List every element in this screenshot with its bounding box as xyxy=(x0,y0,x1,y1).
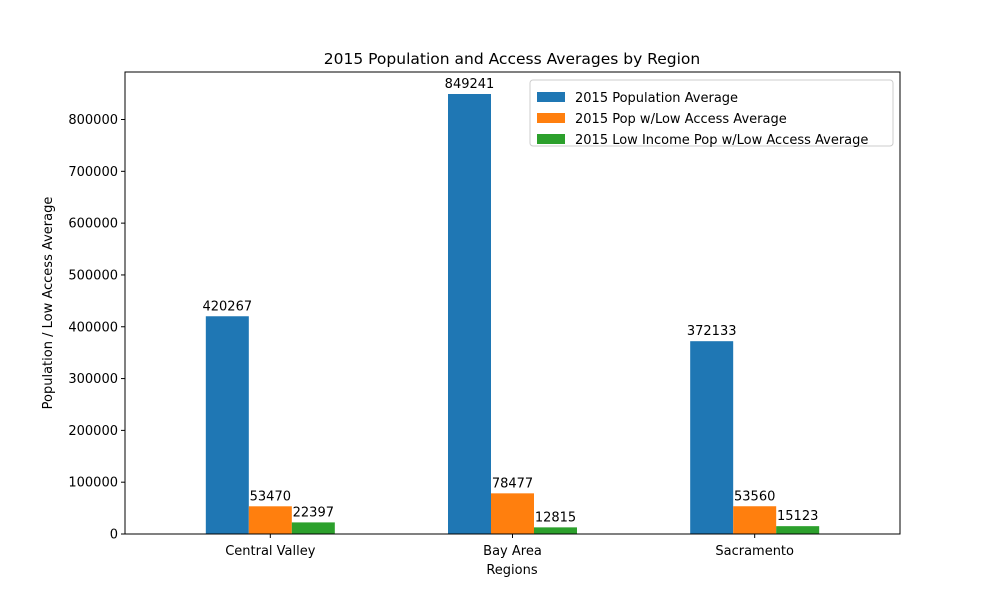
x-tick-label: Central Valley xyxy=(225,544,316,559)
legend-frame xyxy=(529,79,894,147)
bar-value-label: 22397 xyxy=(293,505,334,520)
x-axis-label: Regions xyxy=(486,563,538,578)
bar-value-label: 53470 xyxy=(250,489,291,504)
bar xyxy=(448,93,491,535)
legend-label: 2015 Population Average xyxy=(575,91,738,106)
bar xyxy=(690,341,734,534)
y-tick-label: 200000 xyxy=(68,424,118,439)
legend-label: 2015 Low Income Pop w/Low Access Average xyxy=(575,133,868,148)
bar xyxy=(248,506,292,534)
y-tick-label: 700000 xyxy=(68,165,118,180)
chart-title: 2015 Population and Access Averages by R… xyxy=(324,50,700,68)
bar xyxy=(205,316,249,534)
bar-value-label: 372133 xyxy=(687,324,737,339)
bar xyxy=(534,527,577,534)
y-tick-label: 800000 xyxy=(68,113,118,128)
x-tick-label: Bay Area xyxy=(483,544,542,559)
bar-value-label: 420267 xyxy=(202,299,252,314)
bar-value-label: 53560 xyxy=(734,489,775,504)
x-tick-label: Sacramento xyxy=(715,544,794,559)
legend-swatch xyxy=(537,134,565,144)
y-tick-label: 100000 xyxy=(68,476,118,491)
bar xyxy=(491,493,534,534)
bar-value-label: 849241 xyxy=(445,77,495,92)
bar-value-label: 12815 xyxy=(535,510,576,525)
y-tick-label: 0 xyxy=(110,528,118,543)
bar xyxy=(291,522,335,534)
y-tick-label: 400000 xyxy=(68,320,118,335)
bar-value-label: 78477 xyxy=(492,476,533,491)
y-tick-label: 600000 xyxy=(68,217,118,232)
y-axis-label: Population / Low Access Average xyxy=(41,197,56,410)
bar xyxy=(776,526,820,534)
bar xyxy=(733,506,777,534)
legend-swatch xyxy=(537,113,565,123)
plot-frame xyxy=(124,71,901,535)
bar-value-label: 15123 xyxy=(777,509,818,524)
legend: 2015 Population Average 2015 Pop w/Low Ac… xyxy=(529,79,894,148)
y-tick-label: 300000 xyxy=(68,372,118,387)
legend-swatch xyxy=(537,92,565,102)
plot-area: 0 100000 200000 300000 400000 500000 600000 700… xyxy=(68,77,820,559)
y-tick-label: 500000 xyxy=(68,268,118,283)
legend-label: 2015 Pop w/Low Access Average xyxy=(575,112,787,127)
